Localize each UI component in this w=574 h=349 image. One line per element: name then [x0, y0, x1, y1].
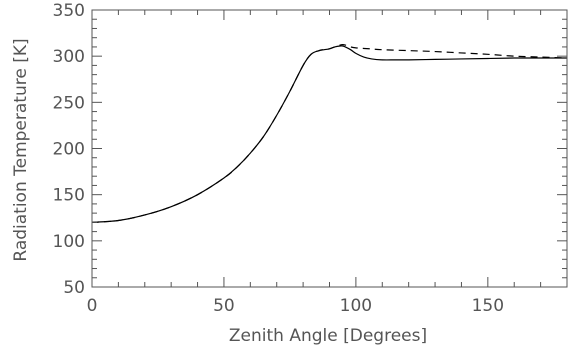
dashed-series-line [91, 44, 568, 223]
x-tick-label: 50 [213, 296, 235, 316]
x-tick-label: 0 [87, 296, 98, 316]
x-tick-label: 150 [472, 296, 504, 316]
y-tick-label: 200 [53, 140, 85, 160]
y-tick-label: 50 [63, 278, 85, 298]
y-tick-label: 150 [53, 186, 85, 206]
plot-frame [91, 9, 568, 288]
plot-area [91, 44, 568, 223]
solid-series-line [91, 45, 567, 223]
x-axis-label: Zenith Angle [Degrees] [229, 326, 427, 346]
x-tick-label: 100 [340, 296, 372, 316]
y-tick-label: 100 [53, 232, 85, 252]
y-tick-label: 300 [53, 47, 85, 67]
y-axis-label: Radiation Temperature [K] [11, 38, 31, 261]
y-tick-label: 250 [53, 93, 85, 113]
y-tick-label: 350 [53, 1, 85, 21]
